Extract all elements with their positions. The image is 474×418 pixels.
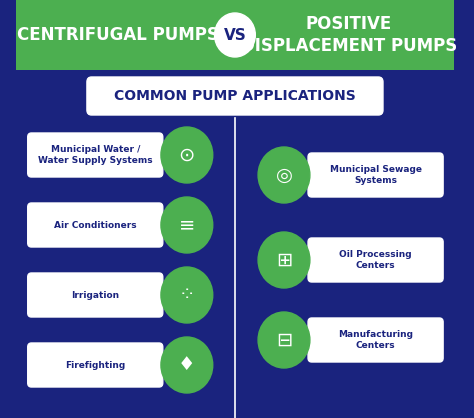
Text: ♦: ♦ bbox=[178, 355, 196, 375]
Circle shape bbox=[161, 197, 213, 253]
FancyBboxPatch shape bbox=[16, 0, 454, 70]
FancyBboxPatch shape bbox=[308, 153, 443, 197]
Text: Municipal Water /
Water Supply Systems: Municipal Water / Water Supply Systems bbox=[38, 145, 153, 165]
Circle shape bbox=[215, 13, 255, 57]
FancyBboxPatch shape bbox=[27, 203, 163, 247]
FancyBboxPatch shape bbox=[87, 77, 383, 115]
Circle shape bbox=[161, 337, 213, 393]
FancyBboxPatch shape bbox=[308, 318, 443, 362]
FancyBboxPatch shape bbox=[27, 273, 163, 317]
Circle shape bbox=[258, 232, 310, 288]
Text: ⊞: ⊞ bbox=[276, 250, 292, 270]
Circle shape bbox=[161, 267, 213, 323]
Text: Air Conditioners: Air Conditioners bbox=[54, 221, 137, 229]
Text: CENTRIFUGAL PUMPS: CENTRIFUGAL PUMPS bbox=[17, 26, 219, 44]
FancyBboxPatch shape bbox=[308, 238, 443, 282]
Text: ⁘: ⁘ bbox=[179, 285, 195, 304]
Text: VS: VS bbox=[224, 28, 246, 43]
FancyBboxPatch shape bbox=[27, 133, 163, 177]
Text: Municipal Sewage
Systems: Municipal Sewage Systems bbox=[329, 165, 421, 185]
FancyBboxPatch shape bbox=[27, 343, 163, 387]
Text: ◎: ◎ bbox=[275, 166, 292, 184]
Text: Irrigation: Irrigation bbox=[71, 291, 119, 300]
Text: Oil Processing
Centers: Oil Processing Centers bbox=[339, 250, 412, 270]
Text: ⊙: ⊙ bbox=[179, 145, 195, 165]
Text: POSITIVE
DISPLACEMENT PUMPS: POSITIVE DISPLACEMENT PUMPS bbox=[241, 15, 457, 55]
Text: ≡: ≡ bbox=[179, 216, 195, 234]
Text: ⊟: ⊟ bbox=[276, 331, 292, 349]
Circle shape bbox=[258, 147, 310, 203]
Text: Manufacturing
Centers: Manufacturing Centers bbox=[338, 330, 413, 350]
Circle shape bbox=[161, 127, 213, 183]
Text: Firefighting: Firefighting bbox=[65, 360, 126, 370]
Text: COMMON PUMP APPLICATIONS: COMMON PUMP APPLICATIONS bbox=[114, 89, 356, 103]
Circle shape bbox=[258, 312, 310, 368]
